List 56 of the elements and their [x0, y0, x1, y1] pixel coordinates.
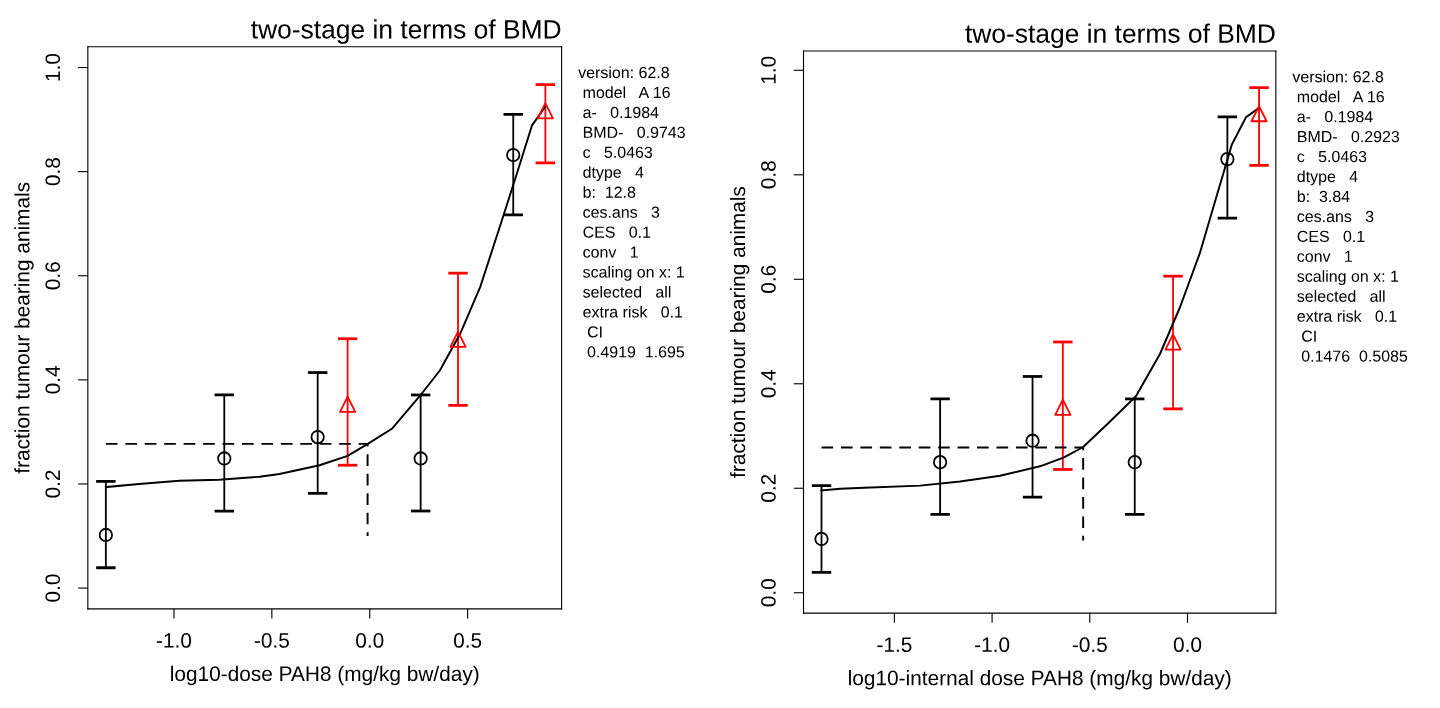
- x-tick-label: 0.5: [453, 633, 482, 648]
- text: scaling on x: 1: [1297, 270, 1399, 286]
- x-tick-label: -1.0: [975, 637, 1010, 653]
- text: CI: [1302, 330, 1316, 342]
- text: ces.ans 3: [583, 206, 660, 218]
- text: extra risk 0.1: [1297, 310, 1397, 322]
- text: selected all: [583, 285, 671, 298]
- y-axis-title: fraction tumour bearing animals: [729, 186, 750, 478]
- text: selected all: [1297, 290, 1385, 302]
- text: dtype 4: [1297, 170, 1358, 186]
- y-axis-title: fraction tumour bearing animals: [14, 182, 34, 474]
- text: c 5.0463: [583, 146, 653, 158]
- chart-title: two-stage in terms of BMD: [251, 19, 561, 44]
- y-tick-label: 0.8: [45, 158, 61, 186]
- text: a- 0.1984: [583, 106, 659, 119]
- text: 0.1476 0.5085: [1301, 350, 1408, 362]
- x-tick-label: -0.5: [1072, 637, 1107, 653]
- x-axis-title: log10-internal dose PAH8 (mg/kg bw/day): [849, 670, 1231, 690]
- text: model A 16: [583, 86, 670, 99]
- text: 0.4919 1.695: [587, 346, 685, 358]
- y-tick-label: 0.6: [45, 262, 61, 290]
- text: CES 0.1: [583, 226, 651, 238]
- y-tick-label: 0.2: [761, 474, 776, 502]
- y-tick-label: 0.4: [45, 365, 61, 394]
- text: extra risk 0.1: [583, 305, 683, 318]
- y-tick-label: 1.0: [761, 56, 776, 84]
- text: conv 1: [583, 246, 638, 258]
- y-tick-label: 0.2: [45, 470, 61, 498]
- text: version: 62.8: [1292, 70, 1384, 83]
- y-tick-label: 0.6: [761, 265, 776, 293]
- text: CI: [587, 326, 602, 338]
- y-tick-label: 0.4: [761, 369, 776, 398]
- text: b: 12.8: [583, 186, 636, 198]
- x-tick-label: 0.0: [1173, 637, 1202, 653]
- text: BMD- 0.9743: [583, 126, 685, 138]
- y-tick-label: 1.0: [45, 53, 61, 81]
- x-axis-title: log10-dose PAH8 (mg/kg bw/day): [171, 665, 479, 686]
- text: conv 1: [1297, 250, 1352, 262]
- text: ces.ans 3: [1297, 210, 1374, 223]
- chart-title: two-stage in terms of BMD: [965, 23, 1275, 49]
- x-tick-label: -1.0: [156, 633, 192, 648]
- x-tick-label: -1.5: [877, 637, 912, 653]
- y-tick-label: 0.8: [761, 161, 776, 189]
- text: dtype 4: [583, 166, 644, 182]
- text: a- 0.1984: [1297, 110, 1373, 123]
- text: version: 62.8: [578, 66, 669, 79]
- text: scaling on x: 1: [583, 265, 684, 281]
- y-tick-label: 0.0: [45, 574, 61, 602]
- text: b: 3.84: [1297, 190, 1350, 203]
- text: BMD- 0.2923: [1298, 130, 1400, 143]
- text: c 5.0463: [1297, 150, 1367, 163]
- y-tick-label: 0.0: [761, 579, 776, 607]
- x-tick-label: -0.5: [254, 633, 289, 648]
- x-tick-label: 0.0: [356, 633, 384, 648]
- text: CES 0.1: [1297, 230, 1365, 243]
- text: model A 16: [1297, 90, 1385, 103]
